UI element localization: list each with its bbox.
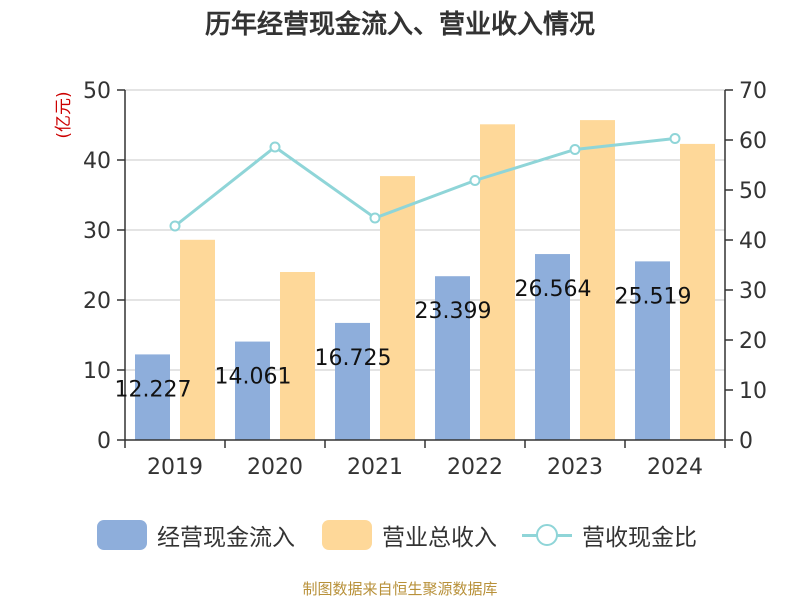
x-tick-label: 2023 bbox=[547, 455, 603, 480]
legend-item-cash-inflow[interactable]: 经营现金流入 bbox=[97, 518, 295, 552]
line-ratio-point bbox=[269, 141, 281, 153]
bar-revenue bbox=[680, 143, 715, 440]
y-right-tick-label: 30 bbox=[739, 279, 767, 304]
legend-swatch-revenue bbox=[322, 520, 372, 550]
legend-label-cash-inflow: 经营现金流入 bbox=[157, 525, 295, 551]
line-ratio-point bbox=[469, 175, 481, 186]
bar-cash-inflow bbox=[635, 261, 670, 440]
y-left-tick-label: 30 bbox=[83, 219, 111, 244]
y-right-tick-label: 40 bbox=[739, 229, 767, 254]
y-right-tick-label: 60 bbox=[739, 129, 767, 154]
y-left-unit-label: (亿元) bbox=[54, 91, 74, 138]
x-tick-label: 2019 bbox=[147, 455, 203, 480]
x-tick-label: 2024 bbox=[647, 455, 703, 480]
bar-revenue bbox=[480, 124, 515, 441]
bar-revenue bbox=[380, 176, 415, 440]
y-right-tick-label: 0 bbox=[739, 429, 753, 454]
bar-revenue bbox=[580, 120, 615, 440]
bar-revenue bbox=[180, 239, 215, 440]
bar-data-label: 26.564 bbox=[515, 277, 592, 302]
y-right-tick-label: 50 bbox=[739, 179, 767, 204]
legend-swatch-ratio bbox=[522, 520, 572, 550]
y-left-tick-label: 20 bbox=[83, 289, 111, 314]
y-right-tick-label: 10 bbox=[739, 379, 767, 404]
legend-swatch-cash-inflow bbox=[97, 520, 147, 550]
chart-title: 历年经营现金流入、营业收入情况 bbox=[204, 10, 595, 40]
bar-revenue bbox=[280, 272, 315, 440]
bar-data-label: 14.061 bbox=[215, 365, 292, 390]
legend-label-revenue: 营业总收入 bbox=[382, 525, 497, 551]
x-tick-label: 2022 bbox=[447, 455, 503, 480]
y-left-tick-label: 10 bbox=[83, 359, 111, 384]
bar-cash-inflow bbox=[235, 341, 270, 440]
bar-data-label: 12.227 bbox=[115, 377, 192, 402]
line-ratio-point bbox=[369, 212, 381, 224]
bar-cash-inflow bbox=[435, 276, 470, 440]
x-tick-label: 2021 bbox=[347, 455, 403, 480]
y-right-tick-label: 70 bbox=[739, 79, 767, 104]
line-ratio-point bbox=[169, 220, 181, 232]
bar-cash-inflow bbox=[135, 354, 170, 440]
bar-cash-inflow bbox=[335, 322, 370, 440]
y-right-tick-label: 20 bbox=[739, 329, 767, 354]
line-ratio-point bbox=[669, 133, 681, 144]
bar-data-label: 23.399 bbox=[415, 299, 492, 324]
bar-data-label: 16.725 bbox=[315, 346, 392, 371]
x-tick-label: 2020 bbox=[247, 455, 303, 480]
line-ratio-point bbox=[569, 144, 581, 155]
y-left-tick-label: 50 bbox=[83, 79, 111, 104]
legend-item-ratio[interactable]: 营收现金比 bbox=[522, 518, 697, 552]
legend-item-revenue[interactable]: 营业总收入 bbox=[322, 518, 497, 552]
source-note: 制图数据来自恒生聚源数据库 bbox=[302, 580, 498, 598]
line-ratio bbox=[174, 137, 676, 228]
legend-label-ratio: 营收现金比 bbox=[582, 525, 697, 551]
bar-cash-inflow bbox=[535, 254, 570, 440]
y-left-tick-label: 0 bbox=[97, 429, 111, 454]
y-left-tick-label: 40 bbox=[83, 149, 111, 174]
bar-data-label: 25.519 bbox=[615, 284, 692, 309]
legend: 经营现金流入 营业总收入 营收现金比 bbox=[0, 518, 800, 552]
